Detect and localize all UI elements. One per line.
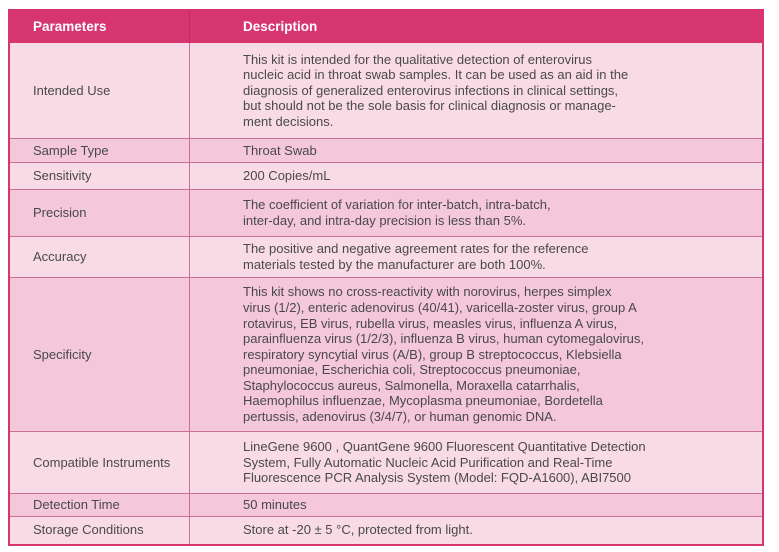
product-spec-table: Parameters Description Intended Use This… bbox=[8, 9, 764, 546]
table-row-detection-time: Detection Time 50 minutes bbox=[10, 493, 762, 516]
table-row-precision: Precision The coefficient of variation f… bbox=[10, 189, 762, 236]
table-header-row: Parameters Description bbox=[10, 11, 762, 43]
table-row-sample-type: Sample Type Throat Swab bbox=[10, 138, 762, 162]
column-header-parameters: Parameters bbox=[10, 11, 190, 43]
table-row-accuracy: Accuracy The positive and negative agree… bbox=[10, 236, 762, 277]
table-row-compatible-instruments: Compatible Instruments LineGene 9600 , Q… bbox=[10, 431, 762, 493]
parameter-label: Accuracy bbox=[10, 237, 190, 277]
parameter-label: Specificity bbox=[10, 278, 190, 431]
table-row-storage-conditions: Storage Conditions Store at -20 ± 5 °C, … bbox=[10, 515, 762, 544]
description-text: The coefficient of variation for inter-b… bbox=[243, 197, 551, 228]
description-text: This kit shows no cross-reactivity with … bbox=[243, 284, 645, 425]
parameter-label: Compatible Instruments bbox=[10, 432, 190, 493]
description-text: Store at -20 ± 5 °C, protected from ligh… bbox=[243, 522, 473, 538]
parameter-label: Intended Use bbox=[10, 43, 190, 138]
description-text: Throat Swab bbox=[243, 142, 317, 158]
description-text: 50 minutes bbox=[243, 497, 307, 512]
description-text: 200 Copies/mL bbox=[243, 168, 331, 184]
parameter-label: Storage Conditions bbox=[10, 516, 190, 544]
parameter-label: Sample Type bbox=[10, 139, 190, 162]
column-header-description: Description bbox=[243, 19, 318, 35]
parameter-label: Sensitivity bbox=[10, 163, 190, 189]
description-text: The positive and negative agreement rate… bbox=[243, 241, 589, 272]
parameter-label: Precision bbox=[10, 190, 190, 236]
table-row-intended-use: Intended Use This kit is intended for th… bbox=[10, 43, 762, 138]
description-text: LineGene 9600 , QuantGene 9600 Fluoresce… bbox=[243, 439, 646, 486]
table-row-specificity: Specificity This kit shows no cross-reac… bbox=[10, 277, 762, 431]
description-text: This kit is intended for the qualitative… bbox=[243, 51, 629, 129]
parameter-label: Detection Time bbox=[10, 494, 190, 516]
table-row-sensitivity: Sensitivity 200 Copies/mL bbox=[10, 162, 762, 189]
